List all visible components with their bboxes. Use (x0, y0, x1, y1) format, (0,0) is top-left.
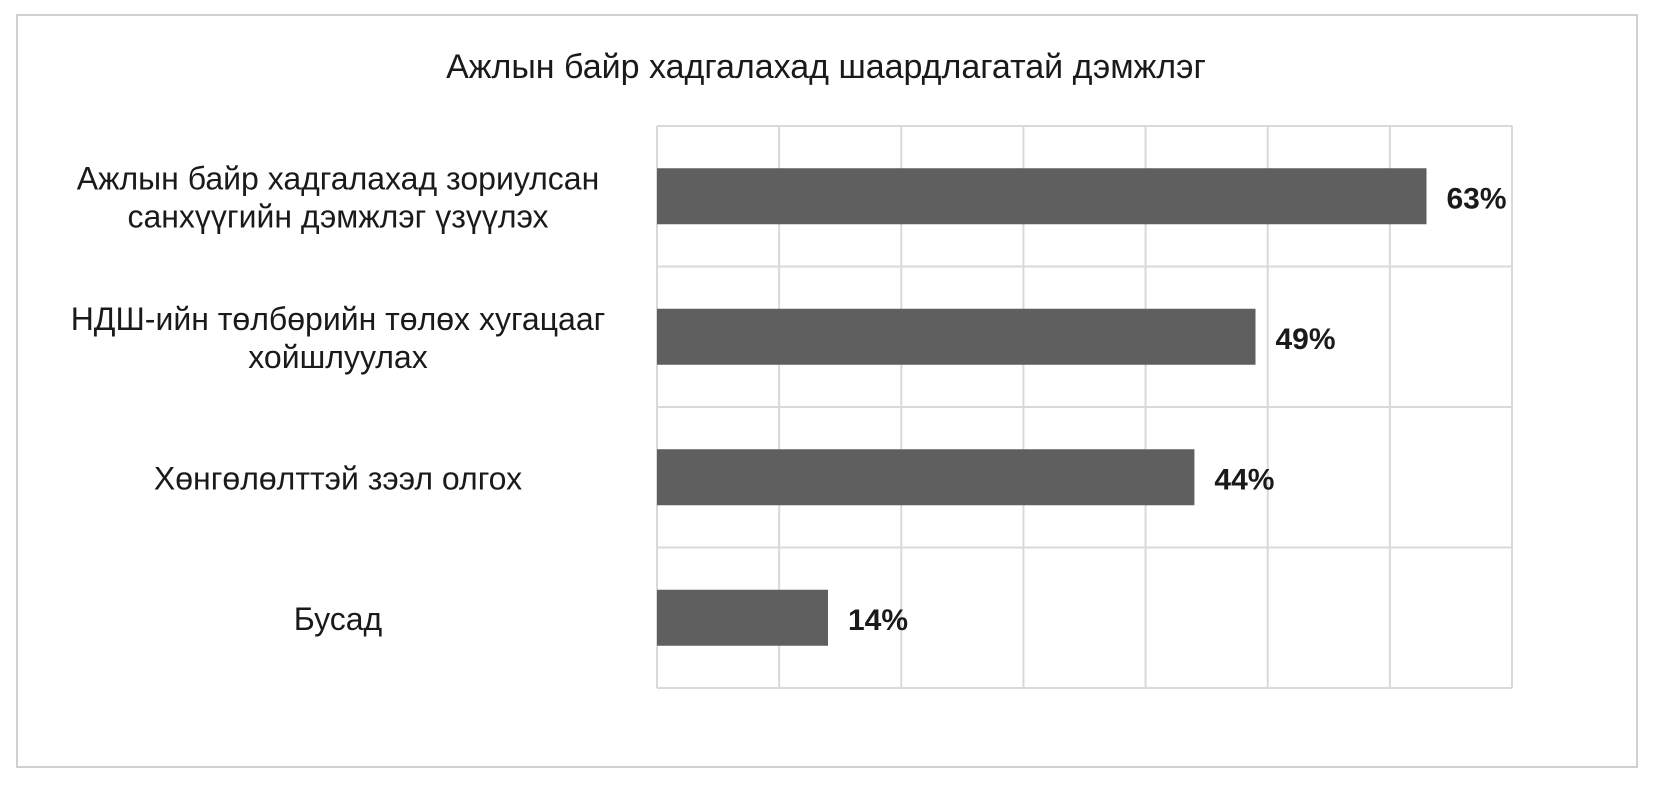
chart-title: Ажлын байр хадгалахад шаардлагатай дэмжл… (446, 48, 1206, 86)
bars (657, 168, 1427, 646)
category-label-line: хойшлуулах (248, 339, 427, 375)
category-label: НДШ-ийн төлбөрийн төлөх хугацааг хойшлуул… (71, 301, 606, 375)
bar (657, 308, 1256, 365)
category-label-line: Хөнгөлөлттэй зээл олгох (154, 460, 522, 496)
data-labels: 63% 49% 44% 14% (848, 182, 1507, 637)
bar (657, 589, 828, 646)
category-label-line: Ажлын байр хадгалахад зориулсан (77, 160, 600, 196)
category-label-line: санхүүгийн дэмжлэг үзүүлэх (127, 198, 548, 234)
category-label: Бусад (294, 601, 383, 637)
bar (657, 168, 1427, 225)
data-label: 44% (1214, 463, 1274, 496)
category-label-line: НДШ-ийн төлбөрийн төлөх хугацааг (71, 301, 606, 337)
data-label: 14% (848, 604, 908, 637)
category-label: Хөнгөлөлттэй зээл олгох (154, 460, 522, 496)
data-label: 49% (1276, 323, 1336, 356)
category-label: Ажлын байр хадгалахад зориулсан санхүүгий… (77, 160, 600, 234)
bar (657, 449, 1195, 506)
data-label: 63% (1447, 182, 1507, 215)
category-label-line: Бусад (294, 601, 383, 637)
category-labels: Ажлын байр хадгалахад зориулсан санхүүгий… (71, 160, 606, 637)
chart-border (16, 14, 1638, 768)
